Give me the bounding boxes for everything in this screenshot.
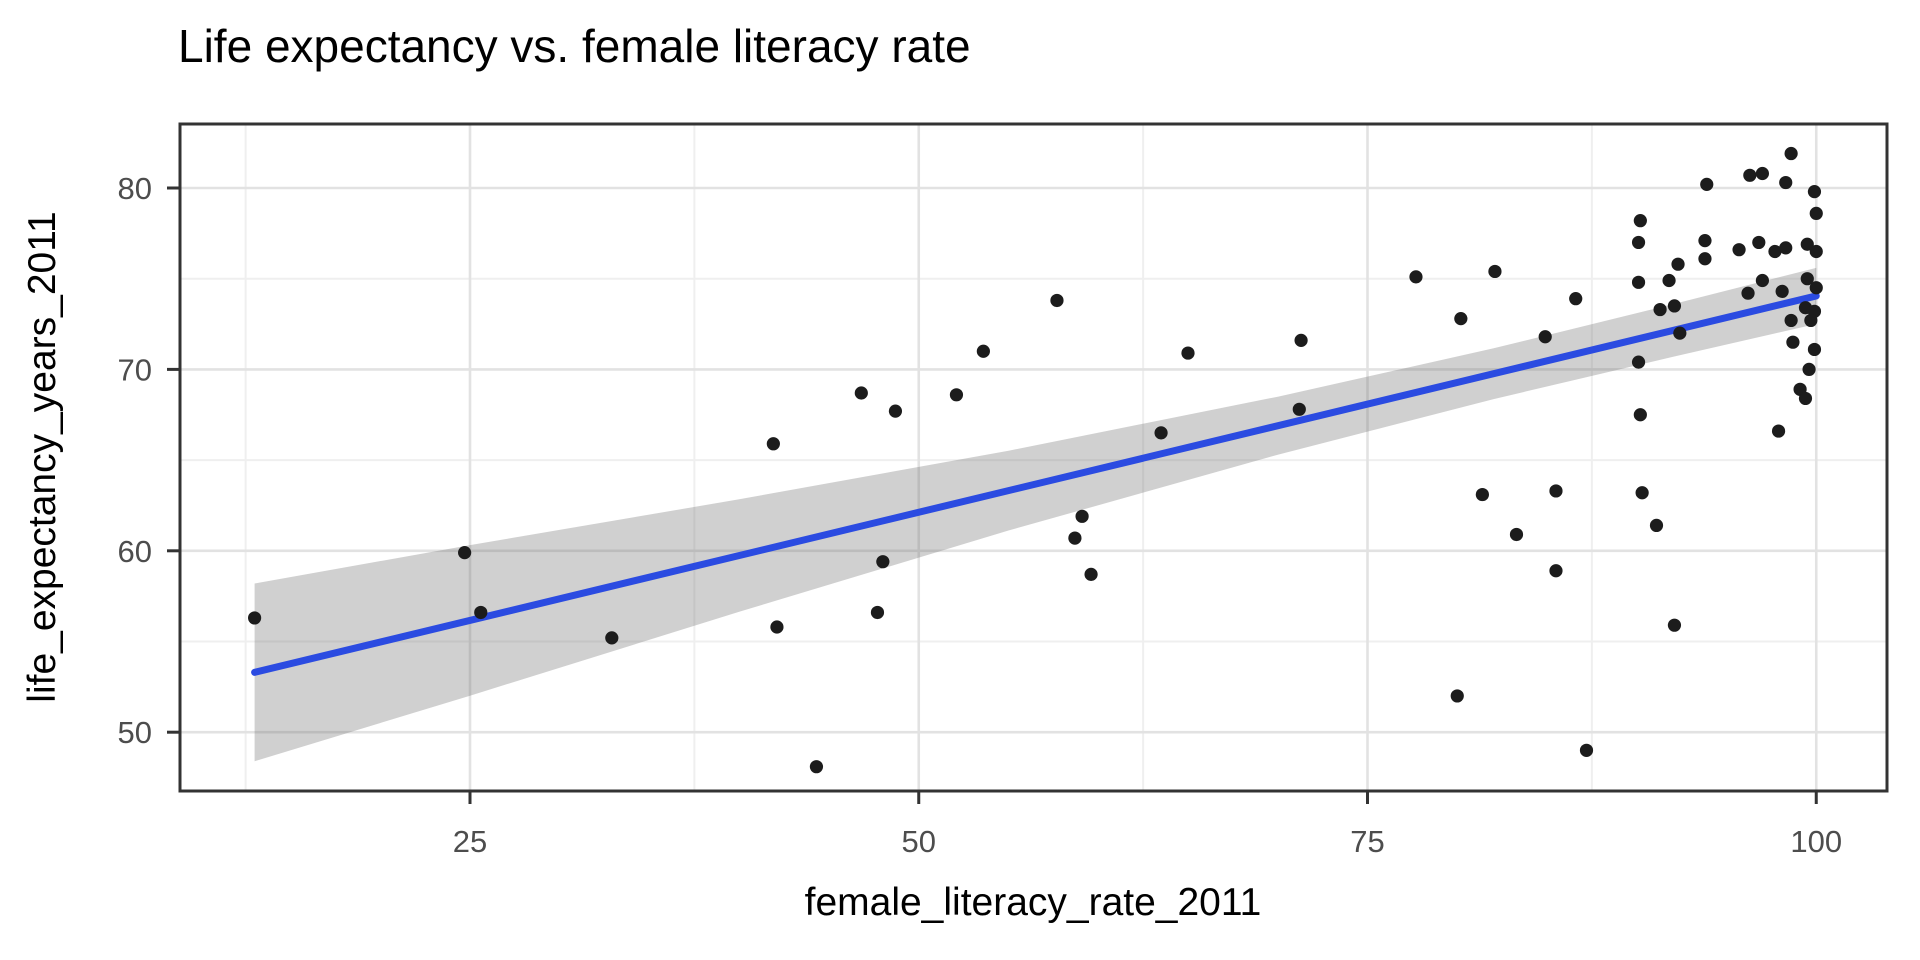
data-point [1809, 244, 1823, 259]
data-point [1667, 618, 1682, 632]
data-point [1075, 509, 1089, 523]
data-point [1579, 743, 1594, 757]
data-point [1068, 531, 1082, 545]
x-tick-label: 50 [902, 824, 936, 859]
x-tick-label: 25 [453, 824, 487, 859]
data-point [1488, 264, 1502, 279]
data-point [1653, 302, 1667, 317]
data-point [1154, 426, 1168, 440]
data-point [1475, 487, 1489, 502]
panel-background [180, 124, 1887, 791]
x-tick-label: 75 [1350, 824, 1384, 859]
data-point [1698, 234, 1712, 248]
data-point [1700, 177, 1714, 191]
data-point [1671, 257, 1685, 271]
data-point [976, 344, 990, 358]
data-point [458, 546, 472, 560]
data-point [1181, 346, 1195, 360]
data-point [1662, 273, 1676, 288]
data-point [1755, 166, 1769, 181]
trend-line [251, 292, 1820, 676]
y-tick-label: 50 [118, 715, 152, 750]
data-point [1569, 292, 1583, 306]
data-point [876, 555, 890, 569]
data-point [1549, 564, 1563, 578]
data-point [474, 605, 488, 620]
data-point [1631, 275, 1646, 289]
data-point [1800, 272, 1814, 286]
data-point [809, 760, 824, 774]
data-point [1775, 284, 1789, 298]
y-tick-label: 80 [118, 171, 152, 206]
data-point [1631, 355, 1646, 369]
data-point [770, 620, 784, 634]
data-point [605, 631, 619, 645]
data-point [1673, 326, 1687, 340]
data-point [1743, 168, 1757, 182]
data-point [1409, 270, 1423, 284]
data-point [1538, 330, 1552, 344]
data-point [1768, 244, 1782, 259]
data-point [1741, 286, 1755, 300]
data-point [1809, 281, 1823, 295]
data-point [1798, 391, 1813, 406]
data-point [1549, 484, 1563, 498]
data-point [1784, 313, 1798, 328]
data-point [1633, 408, 1647, 422]
x-tick-label: 100 [1790, 824, 1842, 859]
y-tick-label: 60 [118, 534, 152, 569]
y-axis-title: life_expectancy_years_2011 [21, 211, 64, 702]
chart-title: Life expectancy vs. female literacy rate [178, 20, 971, 72]
data-point [1050, 293, 1064, 308]
data-point [949, 388, 964, 402]
data-point [1807, 185, 1822, 199]
data-point [1800, 237, 1814, 251]
panel-border [178, 122, 1889, 793]
data-point [1450, 689, 1464, 703]
data-point [248, 611, 262, 625]
data-point [1667, 299, 1682, 313]
data-point [1292, 402, 1306, 416]
data-point [1732, 243, 1746, 257]
data-point [766, 437, 780, 451]
x-axis-title: female_literacy_rate_2011 [805, 881, 1262, 924]
data-point [1802, 362, 1816, 376]
data-point [1633, 214, 1647, 228]
data-point [1084, 567, 1098, 581]
y-tick-label: 70 [118, 352, 152, 387]
data-point [1631, 235, 1646, 250]
data-point [1454, 312, 1468, 326]
data-point [1649, 518, 1664, 533]
data-point [888, 404, 903, 418]
data-point [1807, 342, 1822, 357]
data-point [1509, 527, 1524, 542]
data-point [1779, 241, 1793, 255]
data-point [1635, 486, 1649, 500]
data-point [870, 605, 885, 620]
data-point [1779, 175, 1793, 190]
data-point [1752, 235, 1766, 250]
data-point [1294, 333, 1308, 347]
data-point [1698, 252, 1712, 266]
data-point [1771, 424, 1786, 438]
data-point [854, 386, 868, 400]
data-point [1786, 335, 1800, 349]
data-point [1784, 146, 1798, 161]
plot-panel: 25 50 75 100 50 60 70 80 [118, 122, 1889, 859]
data-point [1755, 273, 1769, 288]
data-point [1804, 313, 1818, 328]
data-point [1809, 206, 1823, 220]
